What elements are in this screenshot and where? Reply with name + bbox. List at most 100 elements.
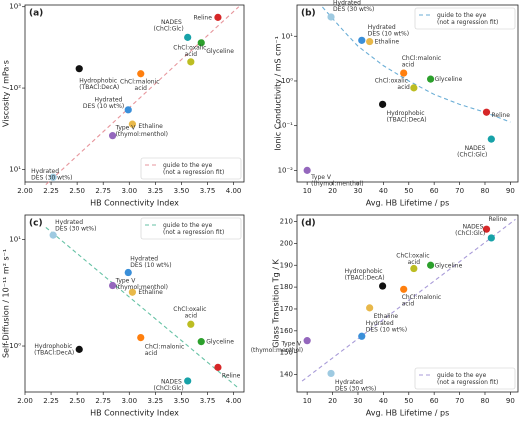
guide-line xyxy=(321,6,511,123)
x-tick-label: 40 xyxy=(379,187,388,195)
legend-label: guide to the eye (not a regression fit) xyxy=(437,12,498,26)
point-label: Ethaline xyxy=(138,123,163,130)
point-label: Hydrated DES (10 wt%) xyxy=(83,96,124,110)
x-tick-label: 70 xyxy=(455,187,464,195)
x-tick-label: 2.00 xyxy=(17,187,33,195)
point-label: Glyceline xyxy=(435,76,463,83)
x-tick-label: 2.50 xyxy=(69,187,85,195)
data-point xyxy=(137,70,145,78)
y-tick-label: 10⁻² xyxy=(278,166,294,174)
point-label: Hydrated DES (30 wt%) xyxy=(335,379,376,393)
data-point xyxy=(410,264,418,273)
plot-area xyxy=(24,214,245,393)
legend-box xyxy=(140,157,242,180)
y-tick-label: 10¹ xyxy=(281,32,293,40)
x-tick-label: 4.00 xyxy=(226,397,242,405)
legend-box xyxy=(414,7,516,30)
data-point xyxy=(410,84,418,92)
x-tick-label: 2.00 xyxy=(17,397,33,405)
x-tick-label: 2.75 xyxy=(95,187,111,195)
y-tick-label: 10¹ xyxy=(9,165,21,173)
point-label: Glyceline xyxy=(206,47,234,54)
x-tick-label: 80 xyxy=(481,187,490,195)
y-tick-label: 10⁰ xyxy=(9,342,21,350)
data-point xyxy=(482,225,491,233)
data-point xyxy=(482,108,491,116)
x-tick-label: 3.25 xyxy=(148,397,164,405)
x-tick-label: 70 xyxy=(455,397,464,405)
point-label: Hydrophobic (TBACl:DecA) xyxy=(79,77,119,91)
y-tick-label: 10³ xyxy=(9,3,21,11)
y-tick-label: 10¹ xyxy=(9,236,21,244)
data-point xyxy=(197,39,205,47)
x-axis-label: HB Connectivity Index xyxy=(90,409,179,418)
legend-label: guide to the eye (not a regression fit) xyxy=(163,162,224,176)
plot-area xyxy=(24,4,245,183)
x-tick-label: 80 xyxy=(481,397,490,405)
x-tick-label: 3.75 xyxy=(200,397,216,405)
point-label: Reline xyxy=(492,112,511,119)
y-tick-label: 200 xyxy=(280,239,293,247)
data-point xyxy=(197,338,205,346)
point-label: Hydrated DES (10 wt%) xyxy=(368,24,409,38)
y-axis-label: Ionic Conductivity / mS cm⁻¹ xyxy=(274,36,283,151)
x-axis-label: Avg. HB Lifetime / ps xyxy=(366,409,449,418)
data-point xyxy=(184,33,192,41)
point-label: Reline xyxy=(222,372,241,379)
point-label: Hydrated DES (30 wt%) xyxy=(333,0,374,13)
guide-line xyxy=(45,6,240,186)
legend-box xyxy=(140,217,242,240)
x-tick-label: 4.00 xyxy=(226,187,242,195)
x-tick-label: 3.50 xyxy=(174,187,190,195)
point-label: Hydrated DES (10 wt%) xyxy=(366,320,407,334)
point-label: Type V (thymol:menthol) xyxy=(251,340,303,354)
x-tick-label: 30 xyxy=(354,187,363,195)
data-point xyxy=(427,261,435,269)
x-tick-label: 60 xyxy=(430,397,439,405)
point-label: ChCl:oxalic acid xyxy=(375,77,410,91)
panel-label: (d) xyxy=(301,219,316,229)
data-point xyxy=(427,75,435,83)
data-point xyxy=(75,65,83,73)
panel-label: (a) xyxy=(29,9,43,19)
point-label: Hydrophobic (TBACl:DecA) xyxy=(387,110,427,124)
x-tick-label: 3.50 xyxy=(174,397,190,405)
data-point xyxy=(379,100,387,108)
x-tick-label: 90 xyxy=(506,187,515,195)
data-point xyxy=(358,332,366,340)
x-tick-label: 3.00 xyxy=(121,397,137,405)
point-label: ChCl:malonic acid xyxy=(145,343,186,357)
guide-line xyxy=(301,218,516,382)
point-label: ChCl:oxalic acid xyxy=(173,44,208,58)
x-axis-label: HB Connectivity Index xyxy=(90,199,179,208)
x-tick-label: 3.75 xyxy=(200,187,216,195)
x-tick-label: 50 xyxy=(404,187,413,195)
data-point xyxy=(124,268,132,277)
data-point xyxy=(214,13,222,21)
y-tick-label: 140 xyxy=(280,371,293,379)
y-tick-label: 10⁰ xyxy=(281,77,293,85)
legend-box xyxy=(414,367,516,390)
data-point xyxy=(128,288,137,296)
data-point xyxy=(400,285,408,293)
point-label: ChCl:malonic acid xyxy=(402,54,443,68)
x-tick-label: 3.25 xyxy=(148,187,164,195)
point-label: Hydrophobic (TBACl:DecA) xyxy=(34,343,74,357)
data-point xyxy=(214,363,222,371)
point-label: NADES (ChCl:Glc) xyxy=(154,378,184,392)
point-label: Ethaline xyxy=(138,289,163,296)
panel-label: (c) xyxy=(29,219,43,229)
x-tick-label: 20 xyxy=(328,397,337,405)
data-point xyxy=(128,120,137,128)
y-tick-label: 180 xyxy=(280,283,293,291)
data-point xyxy=(187,58,195,66)
data-point xyxy=(187,320,195,328)
x-tick-label: 2.75 xyxy=(95,397,111,405)
y-tick-label: 10⁻¹ xyxy=(278,122,294,130)
data-point xyxy=(327,13,335,21)
panel-label: (b) xyxy=(301,9,316,19)
y-axis-label: Viscosity / mPa·s xyxy=(2,60,11,127)
point-label: Ethaline xyxy=(374,312,399,319)
x-tick-label: 10 xyxy=(303,187,312,195)
